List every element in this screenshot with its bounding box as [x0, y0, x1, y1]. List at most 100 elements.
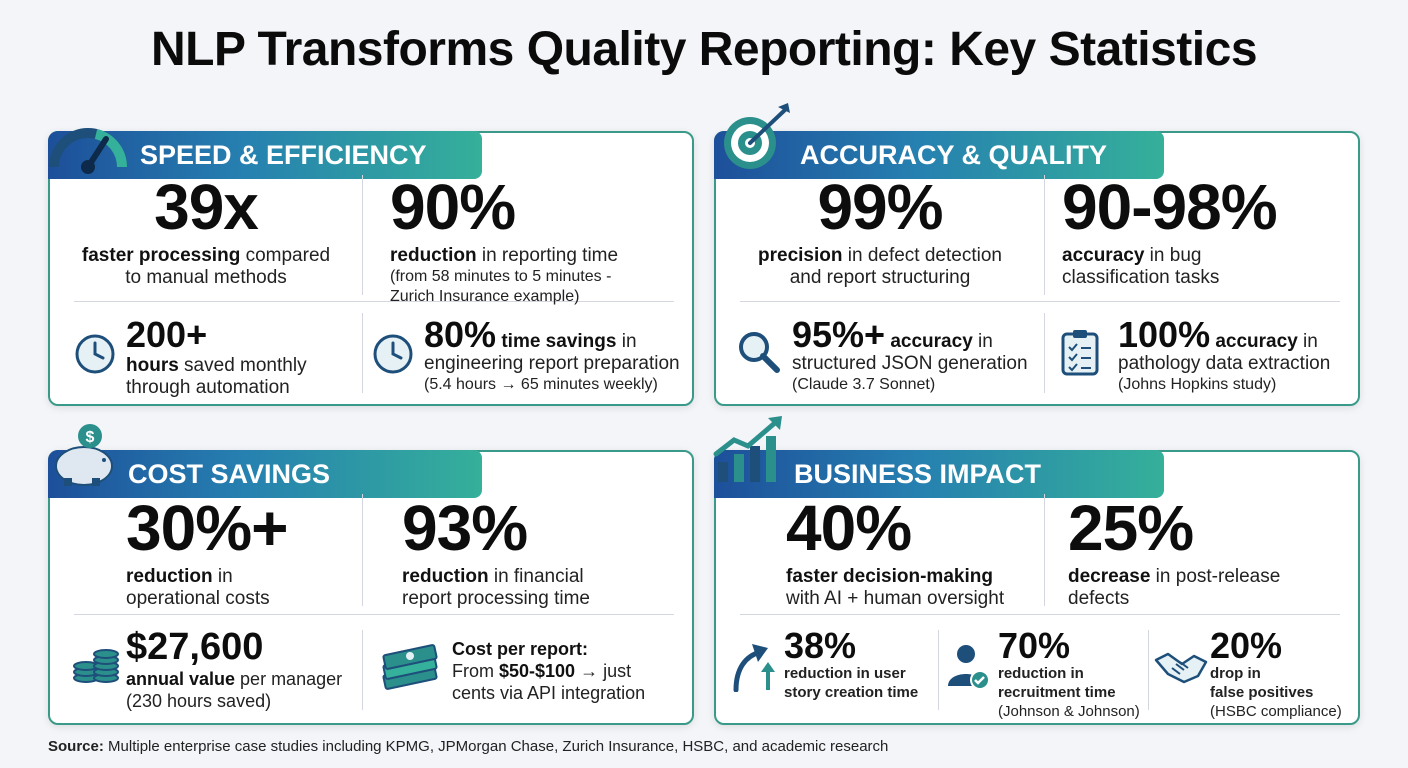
stat-description: pathology data extraction	[1118, 353, 1331, 374]
stat-25-percent: 25% decrease in post-release defects	[1068, 496, 1348, 610]
stat-value: 90%	[390, 171, 516, 243]
divider	[1044, 313, 1045, 393]
divider	[1044, 494, 1045, 606]
stat-90-98-percent: 90-98% accuracy in bug classification tas…	[1062, 175, 1352, 289]
speed-efficiency-heading: SPEED & EFFICIENCY	[140, 139, 427, 170]
stat-description: faster decision-making with AI + human ov…	[786, 566, 1005, 609]
checklist-icon	[1061, 330, 1099, 376]
stat-description: engineering report preparation	[424, 353, 680, 374]
page-title: NLP Transforms Quality Reporting: Key St…	[150, 23, 1258, 76]
stat-value: 90-98%	[1062, 171, 1278, 243]
recruiter-icon	[948, 645, 990, 690]
cost-savings-panel: $ COST SAVINGS 30%+ reduction in operatio…	[48, 424, 694, 725]
magnifier-icon	[739, 332, 780, 373]
business-impact-banner: BUSINESS IMPACT	[713, 416, 1164, 498]
stat-value: $27,600	[126, 626, 264, 668]
stat-value: 38%	[784, 625, 857, 666]
accuracy-quality-banner: ACCURACY & QUALITY	[714, 103, 1164, 179]
stat-value: 40%	[786, 492, 912, 564]
stat-description: precision in defect detection and report …	[758, 245, 1002, 288]
divider	[362, 494, 363, 606]
source-footnote: Source: Multiple enterprise case studies…	[48, 738, 889, 755]
divider	[1148, 630, 1149, 710]
clock-icon	[373, 334, 413, 374]
stat-200-hours: 200+ hours saved monthly through automati…	[126, 317, 356, 399]
growth-chart-icon	[713, 416, 782, 482]
stat-description: in	[1297, 331, 1318, 352]
cash-stack-icon	[382, 644, 438, 690]
stat-description: reduction in recruitment time	[998, 665, 1116, 701]
stat-value: 99%	[817, 171, 943, 243]
stat-description: reduction in user story creation time	[784, 665, 919, 701]
stat-70-percent: 70% reduction in recruitment time (Johnso…	[998, 628, 1148, 721]
stat-93-percent: 93% reduction in financial report process…	[402, 496, 682, 610]
stat-description: reduction in financial report processing …	[402, 566, 590, 609]
stat-value: 20%	[1210, 625, 1283, 666]
stat-note: (Johnson & Johnson)	[998, 703, 1140, 720]
stat-100-percent: 100% accuracy in pathology data extracti…	[1118, 317, 1358, 395]
handshake-icon	[1154, 652, 1208, 684]
stat-note: (Johns Hopkins study)	[1118, 376, 1277, 393]
stat-label: Cost per report:	[452, 639, 589, 659]
stat-value: 100%	[1118, 314, 1211, 355]
stat-value: 93%	[402, 492, 528, 564]
stat-38-percent: 38% reduction in user story creation time	[784, 628, 938, 702]
speed-efficiency-panel: SPEED & EFFICIENCY 39x faster processing…	[48, 128, 694, 406]
accuracy-quality-panel: ACCURACY & QUALITY 99% precision in defe…	[714, 103, 1360, 406]
up-arrow-icon	[733, 644, 775, 692]
stat-value: 39x	[154, 171, 259, 243]
cost-savings-heading: COST SAVINGS	[128, 458, 331, 489]
stat-value: 30%+	[126, 492, 288, 564]
business-impact-heading: BUSINESS IMPACT	[794, 458, 1042, 489]
stat-30-percent: 30%+ reduction in operational costs	[126, 496, 362, 610]
divider	[938, 630, 939, 710]
accuracy-quality-heading: ACCURACY & QUALITY	[800, 139, 1108, 170]
svg-text:$: $	[86, 429, 95, 446]
stat-cost-per-report: Cost per report: From $50-$100 → just ce…	[452, 638, 692, 704]
stat-27600: $27,600 annual value per manager (230 hou…	[126, 628, 362, 712]
stat-value: 25%	[1068, 492, 1194, 564]
divider	[74, 301, 674, 302]
speed-efficiency-banner: SPEED & EFFICIENCY	[48, 128, 482, 179]
coins-icon	[73, 649, 119, 683]
stat-note: (5.4 hours → 65 minutes weekly)	[424, 376, 658, 393]
stat-value: 70%	[998, 625, 1071, 666]
divider	[362, 630, 363, 710]
divider	[740, 301, 1340, 302]
stat-description: From $50-$100 → just	[452, 661, 632, 681]
stat-description: faster processing compared to manual meth…	[81, 245, 331, 288]
stat-note: (from 58 minutes to 5 minutes - Zurich In…	[390, 268, 612, 305]
stat-description: accuracy in bug classification tasks	[1062, 245, 1220, 288]
stat-40-percent: 40% faster decision-making with AI + huma…	[786, 496, 1044, 610]
target-icon	[724, 103, 790, 169]
divider	[1044, 175, 1045, 295]
divider	[362, 313, 363, 393]
clock-icon	[75, 334, 115, 374]
stat-value: 95%+	[792, 314, 886, 355]
stat-value: 80%	[424, 314, 497, 355]
stat-90-percent: 90% reduction in reporting time (from 58…	[390, 175, 680, 307]
speedometer-icon	[49, 128, 127, 174]
stat-label: time savings	[496, 331, 617, 352]
stat-description: reduction in reporting time	[390, 245, 619, 266]
stat-value: 200+	[126, 314, 208, 355]
stat-95-percent: 95%+ accuracy in structured JSON generat…	[792, 317, 1042, 395]
stat-description: decrease in post-release defects	[1068, 566, 1281, 609]
stat-description: in	[616, 331, 637, 352]
stat-39x: 39x faster processing compared to manual …	[50, 175, 362, 289]
stat-note: (Claude 3.7 Sonnet)	[792, 376, 936, 393]
stat-description: drop in false positives	[1210, 665, 1314, 701]
divider	[74, 614, 674, 615]
stat-80-percent: 80% time savings in engineering report p…	[424, 317, 694, 395]
stat-label: accuracy	[1210, 331, 1298, 352]
stat-20-percent: 20% drop in false positives (HSBC complia…	[1210, 628, 1358, 721]
piggy-bank-icon: $	[55, 424, 113, 486]
stat-description: in	[972, 331, 993, 352]
stat-99-percent: 99% precision in defect detection and rep…	[716, 175, 1044, 289]
divider	[740, 614, 1340, 615]
stat-note: (HSBC compliance)	[1210, 703, 1342, 720]
stat-label: accuracy	[885, 331, 973, 352]
stat-description: structured JSON generation	[792, 353, 1028, 374]
stat-description: reduction in operational costs	[126, 566, 270, 609]
business-impact-panel: BUSINESS IMPACT 40% faster decision-maki…	[713, 416, 1360, 725]
